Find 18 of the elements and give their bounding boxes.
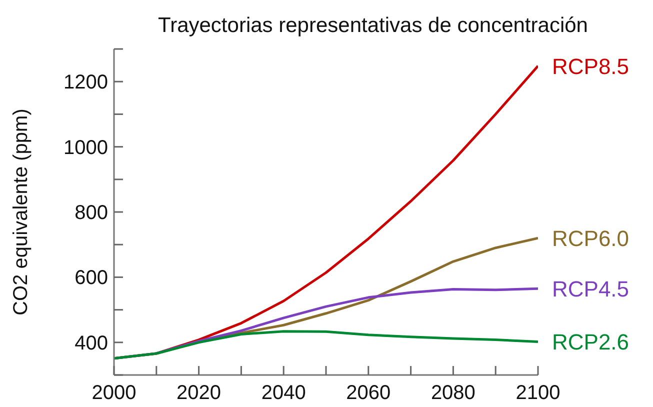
- series-label: RCP6.0: [552, 226, 630, 252]
- x-tick-label: 2100: [516, 382, 560, 404]
- y-tick-label: 800: [74, 202, 108, 224]
- y-tick-label: 400: [74, 332, 108, 354]
- y-tick-label: 1200: [64, 72, 108, 94]
- y-axis-title: CO2 equivalente (ppm): [10, 108, 32, 316]
- x-tick-label: 2000: [92, 382, 136, 404]
- series-label: RCP8.5: [552, 54, 630, 79]
- line-series: [114, 330, 538, 360]
- series-label: RCP2.6: [552, 330, 630, 355]
- y-tick-label: 600: [74, 267, 108, 290]
- x-tick-label: 2060: [346, 382, 391, 404]
- x-tick-label: 2040: [261, 382, 306, 404]
- chart-title: Trayectorias representativas de concentración: [157, 14, 589, 38]
- x-tick-label: 2020: [176, 382, 222, 404]
- x-tick-label: 2080: [430, 382, 476, 404]
- series-label: RCP4.5: [552, 276, 630, 302]
- y-tick-label: 1000: [64, 136, 108, 159]
